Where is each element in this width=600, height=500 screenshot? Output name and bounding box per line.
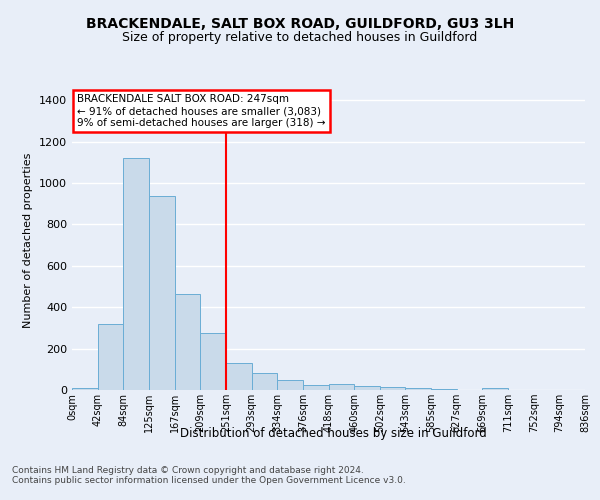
Text: Distribution of detached houses by size in Guildford: Distribution of detached houses by size … [179,428,487,440]
Bar [149,196,175,390]
Bar [124,158,149,390]
Bar [72,388,98,390]
Bar [406,388,431,390]
Text: BRACKENDALE SALT BOX ROAD: 247sqm
← 91% of detached houses are smaller (3,083)
9: BRACKENDALE SALT BOX ROAD: 247sqm ← 91% … [77,94,326,128]
Text: Size of property relative to detached houses in Guildford: Size of property relative to detached ho… [122,31,478,44]
Text: Contains HM Land Registry data © Crown copyright and database right 2024.: Contains HM Land Registry data © Crown c… [12,466,364,475]
Y-axis label: Number of detached properties: Number of detached properties [23,152,34,328]
Text: Contains public sector information licensed under the Open Government Licence v3: Contains public sector information licen… [12,476,406,485]
Text: BRACKENDALE, SALT BOX ROAD, GUILDFORD, GU3 3LH: BRACKENDALE, SALT BOX ROAD, GUILDFORD, G… [86,18,514,32]
Bar [277,380,303,390]
Bar [380,387,406,390]
Bar [175,294,200,390]
Bar [482,388,508,390]
Bar [303,385,329,390]
Bar [226,363,251,390]
Bar [251,374,277,390]
Bar [354,386,380,390]
Bar [431,389,457,390]
Bar [200,333,226,390]
Bar [98,324,124,390]
Bar [329,384,354,390]
